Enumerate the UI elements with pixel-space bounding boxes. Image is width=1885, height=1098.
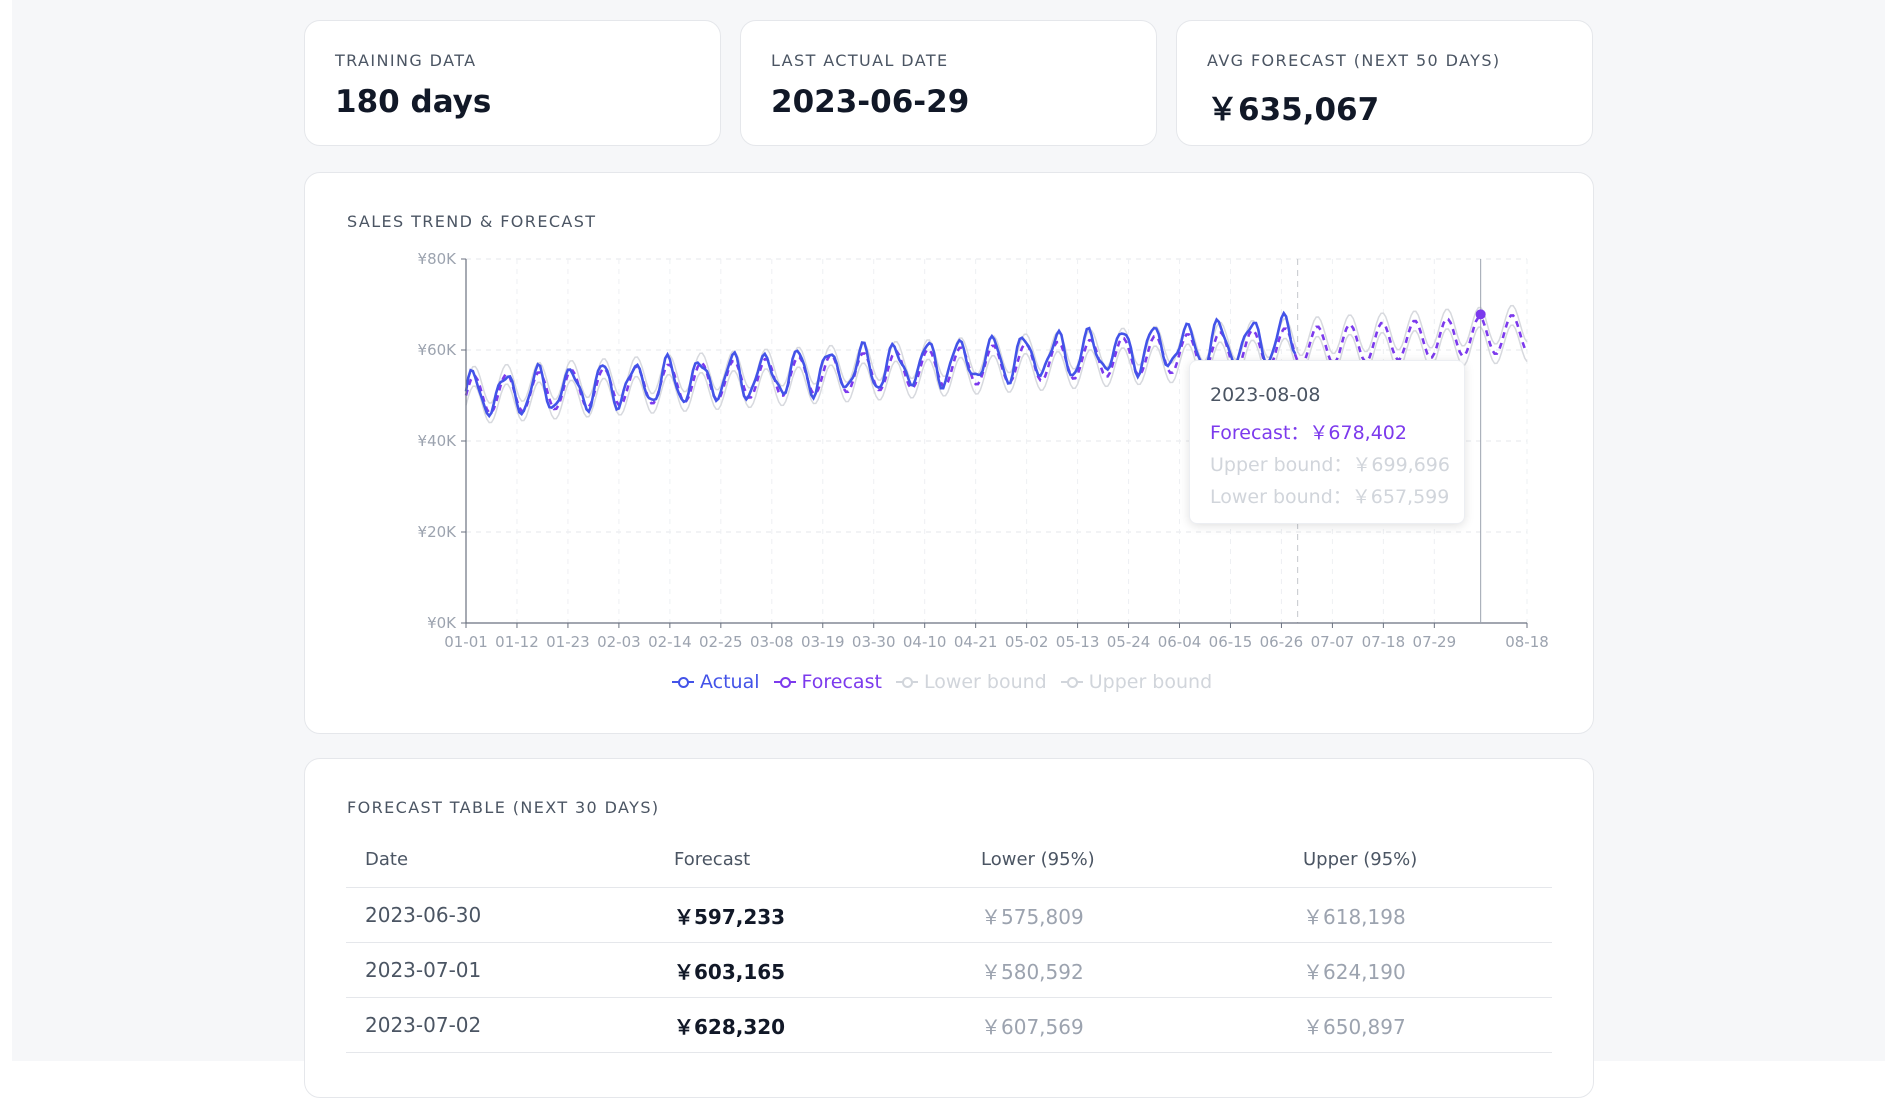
tooltip-date: 2023-08-08 xyxy=(1210,384,1321,406)
x-tick-label: 06-04 xyxy=(1158,633,1202,651)
tooltip-upper-bound: Upper bound：￥699,696 xyxy=(1210,454,1450,476)
table-title: FORECAST TABLE (NEXT 30 DAYS) xyxy=(347,798,660,817)
cell-lower: ￥575,809 xyxy=(962,887,1284,943)
hover-marker xyxy=(1475,259,1486,623)
column-header-lower: Lower (95%) xyxy=(962,832,1284,888)
cell-lower: ￥607,569 xyxy=(962,997,1284,1053)
legend-marker-icon xyxy=(773,676,796,688)
stat-label: TRAINING DATA xyxy=(335,51,477,70)
x-tick-label: 04-10 xyxy=(903,633,947,651)
x-tick-label: 04-21 xyxy=(954,633,998,651)
x-tick-label: 08-18 xyxy=(1505,633,1549,651)
tooltip-lower-bound: Lower bound：￥657,599 xyxy=(1210,486,1450,508)
legend-label: Forecast xyxy=(801,671,882,693)
cell-date: 2023-06-30 xyxy=(346,887,655,943)
table-header-row: Date Forecast Lower (95%) Upper (95%) xyxy=(346,832,1552,888)
chart-legend: Actual Forecast Lower bound Upper bound xyxy=(672,671,1212,693)
hover-point xyxy=(1475,309,1486,320)
x-tick-label: 01-12 xyxy=(495,633,539,651)
legend-marker-icon xyxy=(895,676,918,688)
legend-marker-icon xyxy=(1060,676,1083,688)
x-tick-label: 03-30 xyxy=(852,633,896,651)
stat-value: ￥635,067 xyxy=(1207,92,1380,128)
upper-bound-line xyxy=(465,304,1528,404)
stat-card-training-data: TRAINING DATA 180 days xyxy=(304,20,721,146)
chart-title: SALES TREND & FORECAST xyxy=(347,212,597,231)
column-header-forecast: Forecast xyxy=(655,832,962,888)
cell-upper: ￥624,190 xyxy=(1284,942,1552,998)
x-tick-label: 02-14 xyxy=(648,633,692,651)
legend-label: Lower bound xyxy=(923,671,1047,693)
cell-forecast: ￥597,233 xyxy=(655,887,962,943)
forecast-table: Date Forecast Lower (95%) Upper (95%) 20… xyxy=(346,832,1552,1053)
legend-item-lower-bound[interactable]: Lower bound xyxy=(895,671,1047,693)
table-row: 2023-07-01 ￥603,165 ￥580,592 ￥624,190 xyxy=(346,942,1552,998)
confidence-band xyxy=(465,304,1528,424)
legend-label: Upper bound xyxy=(1088,671,1213,693)
stat-card-avg-forecast: AVG FORECAST (NEXT 50 DAYS) ￥635,067 xyxy=(1176,20,1593,146)
y-tick-label: ¥40K xyxy=(418,432,458,450)
cell-date: 2023-07-01 xyxy=(346,942,655,998)
x-tick-label: 03-19 xyxy=(801,633,845,651)
legend-marker-icon xyxy=(672,676,694,688)
x-tick-label: 03-08 xyxy=(750,633,794,651)
x-tick-label: 01-23 xyxy=(546,633,590,651)
legend-item-forecast[interactable]: Forecast xyxy=(773,671,882,693)
chart-tooltip: 2023-08-08 Forecast：￥678,402 Upper bound… xyxy=(1189,360,1465,524)
cell-upper: ￥650,897 xyxy=(1284,997,1552,1053)
x-tick-label: 02-03 xyxy=(597,633,641,651)
cell-date: 2023-07-02 xyxy=(346,997,655,1053)
x-tick-label: 06-15 xyxy=(1209,633,1253,651)
x-tick-label: 07-18 xyxy=(1362,633,1406,651)
cell-upper: ￥618,198 xyxy=(1284,887,1552,943)
table-row: 2023-06-30 ￥597,233 ￥575,809 ￥618,198 xyxy=(346,887,1552,943)
x-tick-label: 07-29 xyxy=(1413,633,1457,651)
x-tick-label: 02-25 xyxy=(699,633,743,651)
stat-label: AVG FORECAST (NEXT 50 DAYS) xyxy=(1207,51,1501,70)
stat-label: LAST ACTUAL DATE xyxy=(771,51,949,70)
cell-forecast: ￥603,165 xyxy=(655,942,962,998)
x-tick-label: 05-02 xyxy=(1005,633,1049,651)
stat-card-last-actual-date: LAST ACTUAL DATE 2023-06-29 xyxy=(740,20,1157,146)
chart-series xyxy=(464,310,1529,419)
legend-label: Actual xyxy=(700,671,760,693)
x-tick-label: 01-01 xyxy=(444,633,488,651)
cell-lower: ￥580,592 xyxy=(962,942,1284,998)
column-header-date: Date xyxy=(346,832,655,888)
y-tick-label: ¥0K xyxy=(427,614,457,632)
x-tick-label: 07-07 xyxy=(1311,633,1355,651)
y-tick-label: ¥80K xyxy=(418,250,458,268)
tooltip-forecast: Forecast：￥678,402 xyxy=(1210,422,1407,444)
legend-item-upper-bound[interactable]: Upper bound xyxy=(1060,671,1213,693)
stat-value: 2023-06-29 xyxy=(771,84,970,120)
chart-axes: ¥0K ¥20K ¥40K ¥60K ¥80K 01-01 01-12 01-23 02-03 0… xyxy=(418,250,1549,651)
cell-forecast: ￥628,320 xyxy=(655,997,962,1053)
x-tick-label: 06-26 xyxy=(1260,633,1304,651)
legend-item-actual[interactable]: Actual xyxy=(672,671,760,693)
lower-bound-line xyxy=(465,324,1528,424)
x-tick-label: 05-13 xyxy=(1056,633,1100,651)
stat-value: 180 days xyxy=(335,84,492,120)
y-tick-label: ¥60K xyxy=(418,341,458,359)
y-tick-label: ¥20K xyxy=(418,523,458,541)
x-tick-label: 05-24 xyxy=(1107,633,1151,651)
column-header-upper: Upper (95%) xyxy=(1284,832,1552,888)
table-row: 2023-07-02 ￥628,320 ￥607,569 ￥650,897 xyxy=(346,997,1552,1053)
actual-line xyxy=(464,310,1297,419)
